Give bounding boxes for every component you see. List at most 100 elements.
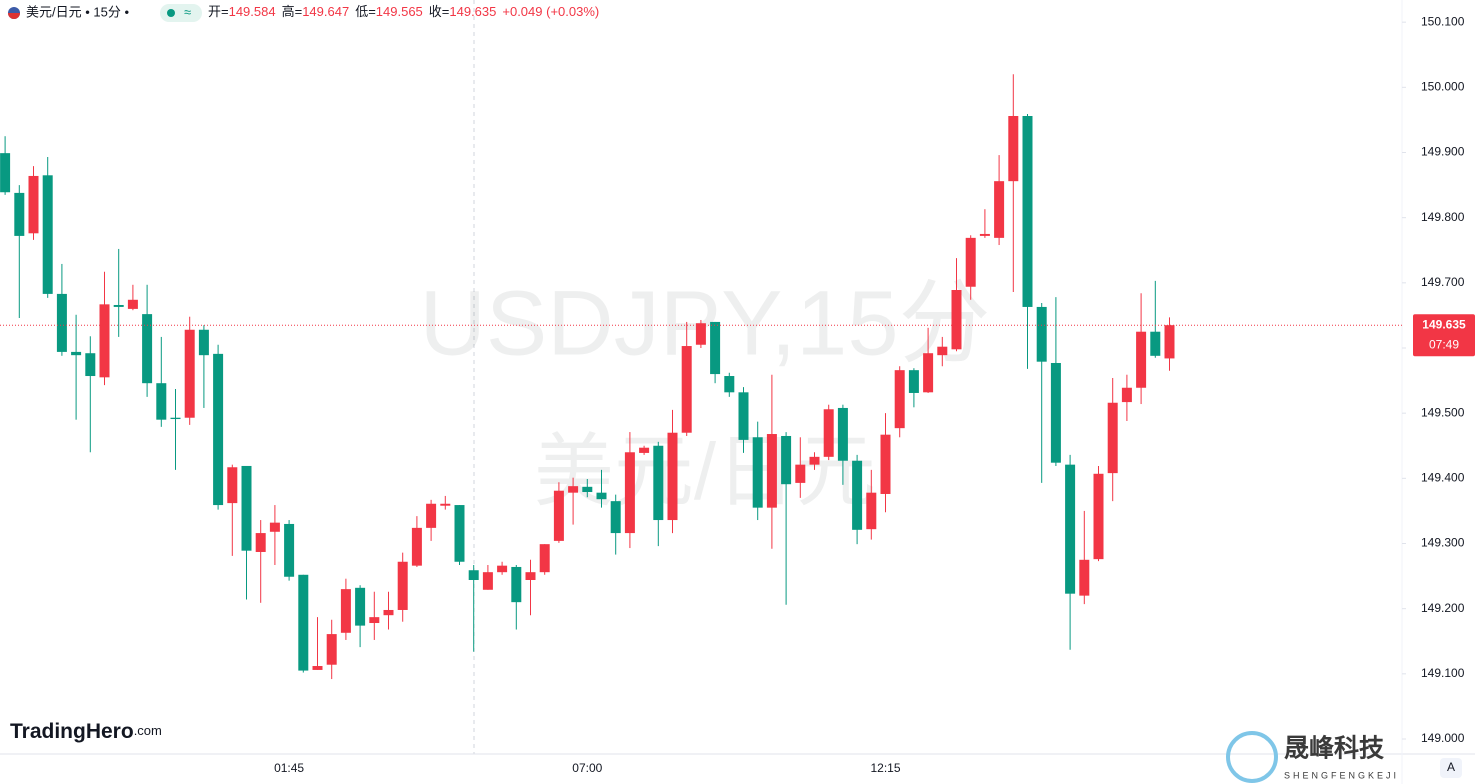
- countdown: 07:49: [1429, 337, 1459, 351]
- candle-body: [326, 634, 337, 665]
- candle-body: [781, 435, 792, 485]
- candle-body: [1022, 116, 1033, 307]
- y-tick-label: 150.000: [1421, 79, 1465, 93]
- y-tick-label: 149.900: [1421, 145, 1465, 159]
- candle-body: [1093, 473, 1104, 560]
- candle-body: [340, 589, 351, 633]
- flag-icon: [8, 13, 20, 19]
- candle-body: [142, 314, 153, 384]
- candle-body: [42, 175, 53, 294]
- x-tick-label: 07:00: [572, 761, 602, 775]
- label: 低=: [355, 4, 376, 19]
- candle-body: [724, 376, 735, 393]
- company-logo-icon: [1226, 731, 1278, 783]
- candle-body: [255, 533, 266, 552]
- candle-body: [241, 465, 252, 551]
- candle-body: [497, 565, 508, 573]
- candle-body: [468, 570, 479, 580]
- company-pinyin: SHENGFENGKEJI: [1284, 770, 1399, 780]
- value: 149.565: [376, 4, 423, 19]
- candle-body: [525, 572, 536, 580]
- candle-body: [979, 233, 990, 236]
- candle-body: [908, 370, 919, 393]
- candle-body: [752, 437, 763, 508]
- candle-body: [624, 452, 635, 534]
- candle-body: [639, 447, 650, 453]
- candle-body: [667, 432, 678, 521]
- candle-body: [880, 434, 891, 494]
- candle-body: [1079, 559, 1090, 596]
- candle-body: [213, 353, 224, 506]
- candle-body: [1164, 325, 1175, 359]
- candle-body: [951, 290, 962, 350]
- auto-scale-button[interactable]: [1440, 758, 1462, 778]
- candle-body: [866, 492, 877, 530]
- y-tick-label: 149.500: [1421, 405, 1465, 419]
- candle-body: [695, 323, 706, 345]
- candle-body: [85, 353, 96, 377]
- candle-body: [994, 181, 1005, 238]
- candle-body: [113, 304, 124, 307]
- y-tick-label: 149.000: [1421, 731, 1465, 745]
- candle-body: [170, 417, 181, 420]
- candle-body: [0, 153, 11, 193]
- label: 高=: [282, 4, 303, 19]
- status-indicator: ≈: [184, 4, 191, 19]
- candle-body: [1050, 362, 1061, 463]
- candle-body: [298, 574, 309, 671]
- company-name: 晟峰科技: [1284, 734, 1384, 763]
- candle-body: [184, 329, 195, 418]
- label: 开=: [208, 4, 229, 19]
- brand-logo: TradingHero.com: [10, 720, 162, 743]
- candle-body: [852, 460, 863, 530]
- symbol: 美元/日元 • 15分 •: [26, 4, 129, 19]
- candle-body: [610, 501, 621, 534]
- candle-body: [837, 407, 848, 461]
- candle-body: [823, 409, 834, 457]
- change: +0.049 (+0.03%): [502, 4, 599, 19]
- brand-suffix: .com: [134, 723, 162, 738]
- candle-body: [653, 445, 664, 521]
- candle-body: [1107, 402, 1118, 474]
- candle-body: [1065, 464, 1076, 594]
- candle-body: [596, 492, 607, 500]
- candle-body: [923, 353, 934, 393]
- label: 收=: [429, 4, 450, 19]
- candle-body: [454, 505, 465, 562]
- x-tick-label: 01:45: [274, 761, 304, 775]
- value: 149.647: [302, 4, 349, 19]
- candle-body: [582, 486, 593, 493]
- candle-body: [411, 527, 422, 566]
- status-dot: [167, 9, 175, 17]
- value: 149.584: [229, 4, 276, 19]
- candle-body: [369, 617, 380, 624]
- candle-body: [269, 522, 280, 532]
- candle-body: [1036, 306, 1047, 362]
- candle-body: [710, 321, 721, 375]
- status-pill[interactable]: [160, 4, 202, 22]
- y-tick-label: 149.200: [1421, 601, 1465, 615]
- candle-body: [1008, 116, 1019, 182]
- candle-body: [198, 329, 209, 356]
- watermark: 美元/日元: [534, 427, 876, 516]
- candle-body: [397, 561, 408, 610]
- candle-body: [568, 486, 579, 493]
- candle-body: [56, 293, 67, 352]
- candle-body: [284, 523, 295, 577]
- candle-body: [766, 434, 777, 508]
- candle-body: [312, 666, 323, 670]
- candle-body: [1121, 387, 1132, 403]
- candle-body: [482, 572, 493, 590]
- value: 149.635: [449, 4, 496, 19]
- candle-body: [28, 175, 39, 234]
- brand: TradingHero: [10, 720, 134, 743]
- x-tick-label: 12:15: [870, 761, 900, 775]
- y-tick-label: 149.100: [1421, 666, 1465, 680]
- y-tick-label: 150.100: [1421, 14, 1465, 28]
- y-tick-label: 149.700: [1421, 275, 1465, 289]
- candle-body: [426, 503, 437, 528]
- candle-body: [809, 456, 820, 465]
- candle-body: [156, 383, 167, 420]
- candle-body: [511, 566, 522, 603]
